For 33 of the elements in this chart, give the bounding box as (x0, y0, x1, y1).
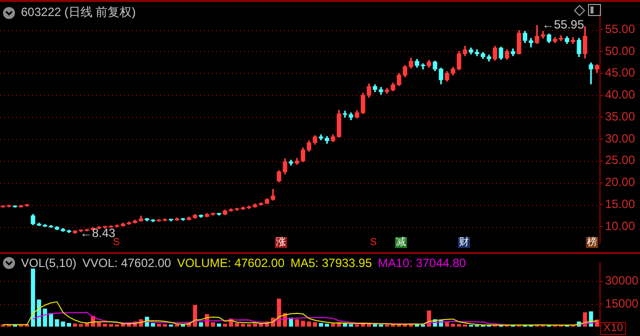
bar (294, 319, 300, 327)
y-tick-label: 55.00 (605, 22, 636, 36)
annotation: VOLUME: 47602.00 (177, 256, 284, 270)
annotation: VVOL: 47602.00 (82, 256, 172, 270)
bar (54, 319, 60, 327)
y-tick-label: 15000 (605, 296, 639, 310)
text: MA10: 37044.80 (378, 256, 466, 270)
bar (300, 320, 306, 327)
y-tick-label: 25.00 (605, 153, 636, 168)
annotation: ←55.95 (542, 18, 584, 32)
annotation: 减 (395, 237, 407, 248)
chart-title: 603222 (日线 前复权) (21, 4, 136, 21)
chart-title: VOL(5,10) (21, 256, 76, 270)
annotation: 榜 (586, 237, 598, 248)
annotation: 涨 (275, 237, 287, 248)
bar (60, 322, 66, 327)
bar (30, 268, 36, 327)
y-tick-label: 45.00 (605, 66, 636, 80)
annotation: S (113, 237, 121, 248)
y-tick-label: 40.00 (605, 88, 636, 102)
candlestick (588, 62, 594, 84)
annotation: S (369, 237, 378, 248)
annotation: 财 (458, 237, 470, 248)
y-tick-label: 20.00 (605, 175, 636, 190)
y-tick-label: 10.00 (605, 218, 636, 233)
y-tick-label: 50.00 (605, 44, 636, 58)
y-tick-label: 15.00 (605, 197, 636, 212)
text: MA5: 37933.95 (290, 256, 372, 270)
y-tick-label: 30.00 (605, 131, 636, 146)
y-tick-label: 35.00 (605, 109, 636, 124)
y-axis-title: X10 (600, 322, 626, 335)
bar (306, 322, 312, 327)
y-tick-label: 30000 (605, 274, 639, 288)
